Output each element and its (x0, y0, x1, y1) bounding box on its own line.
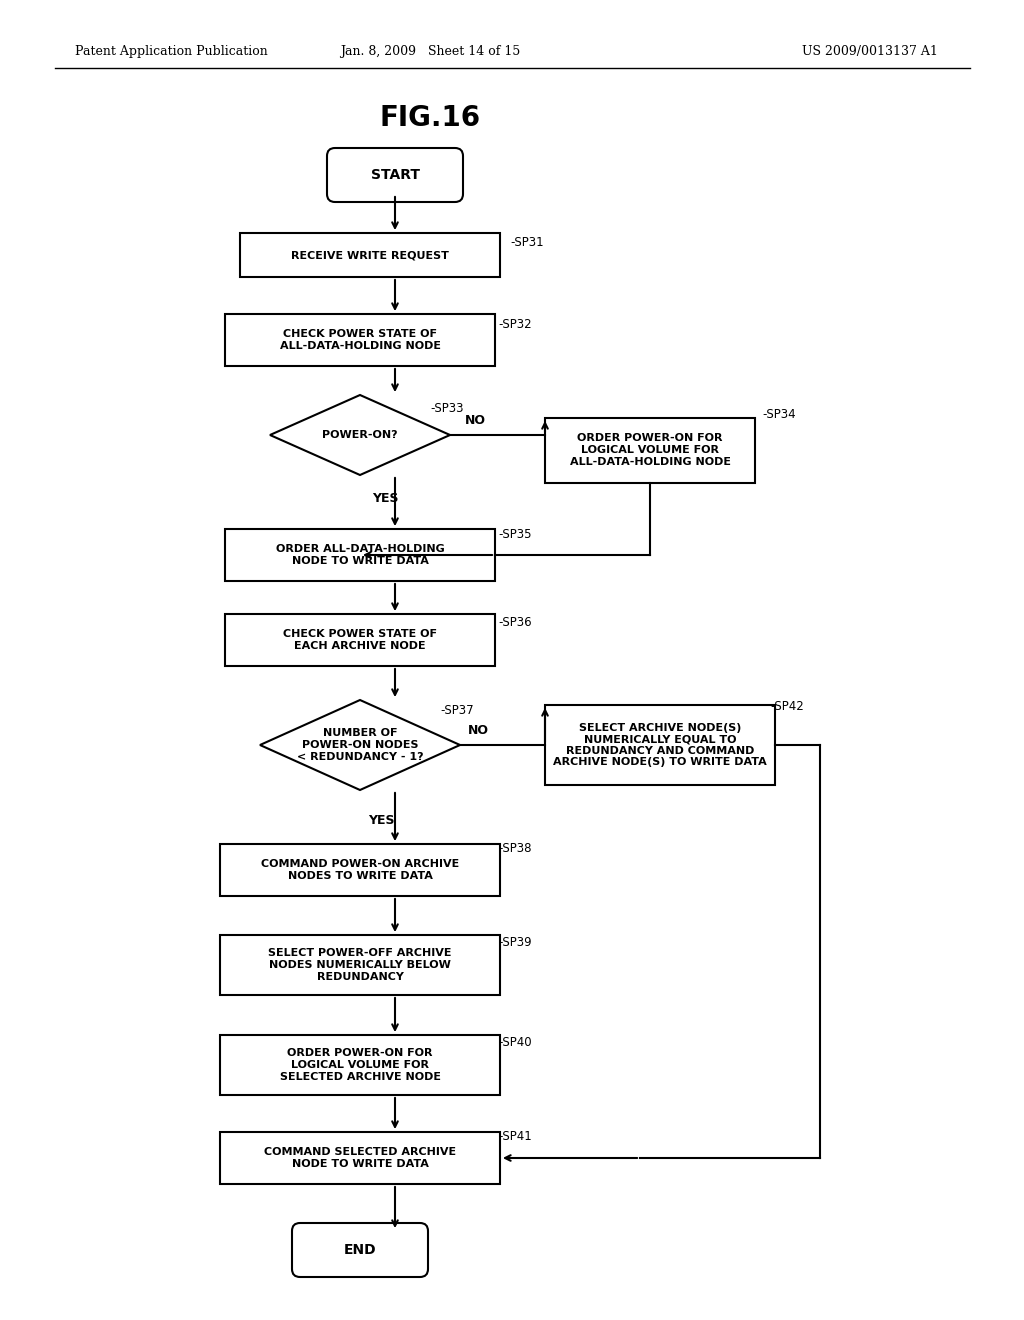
Text: -SP40: -SP40 (498, 1035, 531, 1048)
Text: START: START (371, 168, 420, 182)
Text: -SP36: -SP36 (498, 615, 531, 628)
Text: -SP38: -SP38 (498, 842, 531, 854)
FancyBboxPatch shape (545, 417, 755, 483)
FancyBboxPatch shape (225, 314, 495, 366)
Text: RECEIVE WRITE REQUEST: RECEIVE WRITE REQUEST (291, 249, 449, 260)
Text: -SP41: -SP41 (498, 1130, 531, 1143)
FancyBboxPatch shape (220, 843, 500, 896)
FancyBboxPatch shape (220, 1035, 500, 1096)
Text: -SP32: -SP32 (498, 318, 531, 331)
FancyBboxPatch shape (545, 705, 775, 785)
Text: -SP34: -SP34 (762, 408, 796, 421)
Text: CHECK POWER STATE OF
EACH ARCHIVE NODE: CHECK POWER STATE OF EACH ARCHIVE NODE (283, 630, 437, 651)
Text: YES: YES (368, 813, 394, 826)
FancyBboxPatch shape (225, 529, 495, 581)
Text: -SP39: -SP39 (498, 936, 531, 949)
Text: US 2009/0013137 A1: US 2009/0013137 A1 (802, 45, 938, 58)
Text: -SP37: -SP37 (440, 704, 474, 717)
Text: ORDER POWER-ON FOR
LOGICAL VOLUME FOR
ALL-DATA-HOLDING NODE: ORDER POWER-ON FOR LOGICAL VOLUME FOR AL… (569, 433, 730, 466)
Text: Jan. 8, 2009   Sheet 14 of 15: Jan. 8, 2009 Sheet 14 of 15 (340, 45, 520, 58)
Text: FIG.16: FIG.16 (380, 104, 480, 132)
FancyBboxPatch shape (225, 614, 495, 667)
Text: -SP31: -SP31 (510, 235, 544, 248)
Text: ORDER POWER-ON FOR
LOGICAL VOLUME FOR
SELECTED ARCHIVE NODE: ORDER POWER-ON FOR LOGICAL VOLUME FOR SE… (280, 1048, 440, 1081)
Text: NO: NO (468, 723, 489, 737)
Text: SELECT POWER-OFF ARCHIVE
NODES NUMERICALLY BELOW
REDUNDANCY: SELECT POWER-OFF ARCHIVE NODES NUMERICAL… (268, 948, 452, 982)
Text: SELECT ARCHIVE NODE(S)
NUMERICALLY EQUAL TO
REDUNDANCY AND COMMAND
ARCHIVE NODE(: SELECT ARCHIVE NODE(S) NUMERICALLY EQUAL… (553, 722, 767, 767)
FancyBboxPatch shape (327, 148, 463, 202)
Text: COMMAND SELECTED ARCHIVE
NODE TO WRITE DATA: COMMAND SELECTED ARCHIVE NODE TO WRITE D… (264, 1147, 456, 1168)
Text: ORDER ALL-DATA-HOLDING
NODE TO WRITE DATA: ORDER ALL-DATA-HOLDING NODE TO WRITE DAT… (275, 544, 444, 566)
Text: -SP33: -SP33 (430, 401, 464, 414)
Text: CHECK POWER STATE OF
ALL-DATA-HOLDING NODE: CHECK POWER STATE OF ALL-DATA-HOLDING NO… (280, 329, 440, 351)
FancyBboxPatch shape (240, 234, 500, 277)
Text: -SP35: -SP35 (498, 528, 531, 541)
Text: END: END (344, 1243, 376, 1257)
Text: COMMAND POWER-ON ARCHIVE
NODES TO WRITE DATA: COMMAND POWER-ON ARCHIVE NODES TO WRITE … (261, 859, 459, 880)
Text: NO: NO (465, 413, 486, 426)
FancyBboxPatch shape (292, 1224, 428, 1276)
Text: Patent Application Publication: Patent Application Publication (75, 45, 267, 58)
Text: NUMBER OF
POWER-ON NODES
< REDUNDANCY - 1?: NUMBER OF POWER-ON NODES < REDUNDANCY - … (297, 729, 423, 762)
Polygon shape (260, 700, 460, 789)
FancyBboxPatch shape (220, 1133, 500, 1184)
FancyBboxPatch shape (220, 935, 500, 995)
Text: -SP42: -SP42 (770, 701, 804, 714)
Text: POWER-ON?: POWER-ON? (323, 430, 397, 440)
Polygon shape (270, 395, 450, 475)
Text: YES: YES (372, 491, 398, 504)
